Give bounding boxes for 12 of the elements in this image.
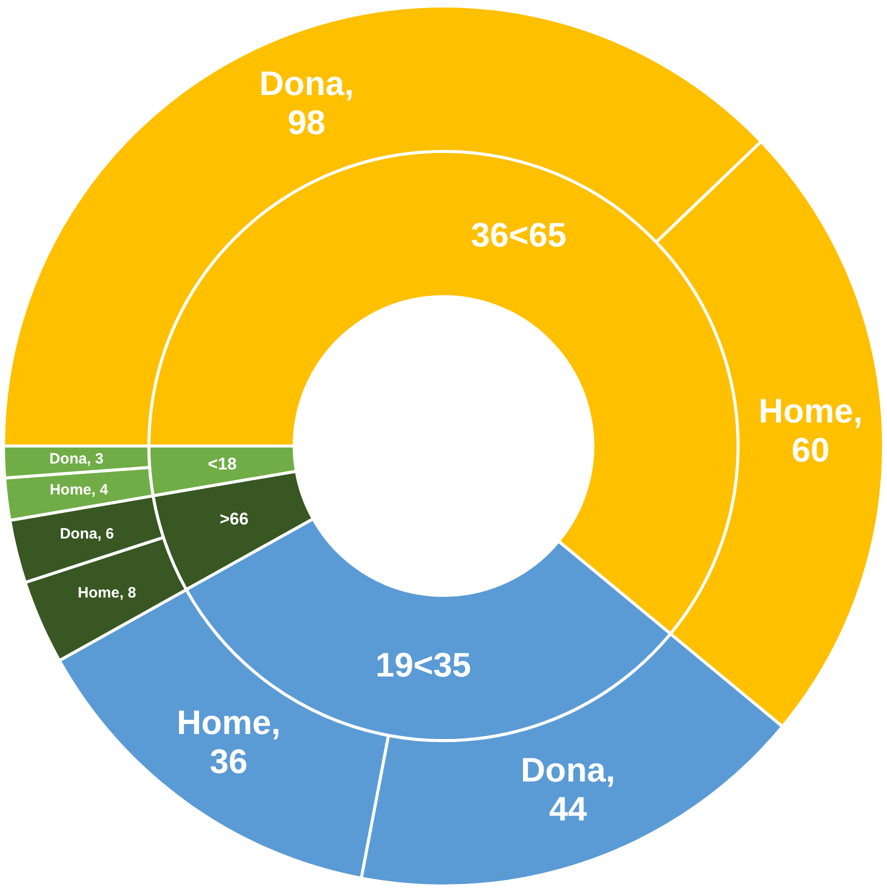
data-label: Dona, 3 (49, 450, 104, 468)
data-label: Dona, 98 (259, 64, 354, 142)
text: >66 (220, 510, 249, 529)
text: 36<65 (470, 216, 566, 255)
data-label: Dona, 6 (60, 525, 114, 542)
data-label: Home, 36 (176, 704, 281, 781)
data-label: Home, 60 (758, 392, 863, 470)
data-label: Home, 8 (78, 584, 136, 602)
text: 19<35 (376, 646, 472, 684)
text: <18 (208, 454, 237, 474)
data-label: Dona, 44 (520, 751, 616, 829)
data-label: Home, 4 (50, 482, 109, 499)
